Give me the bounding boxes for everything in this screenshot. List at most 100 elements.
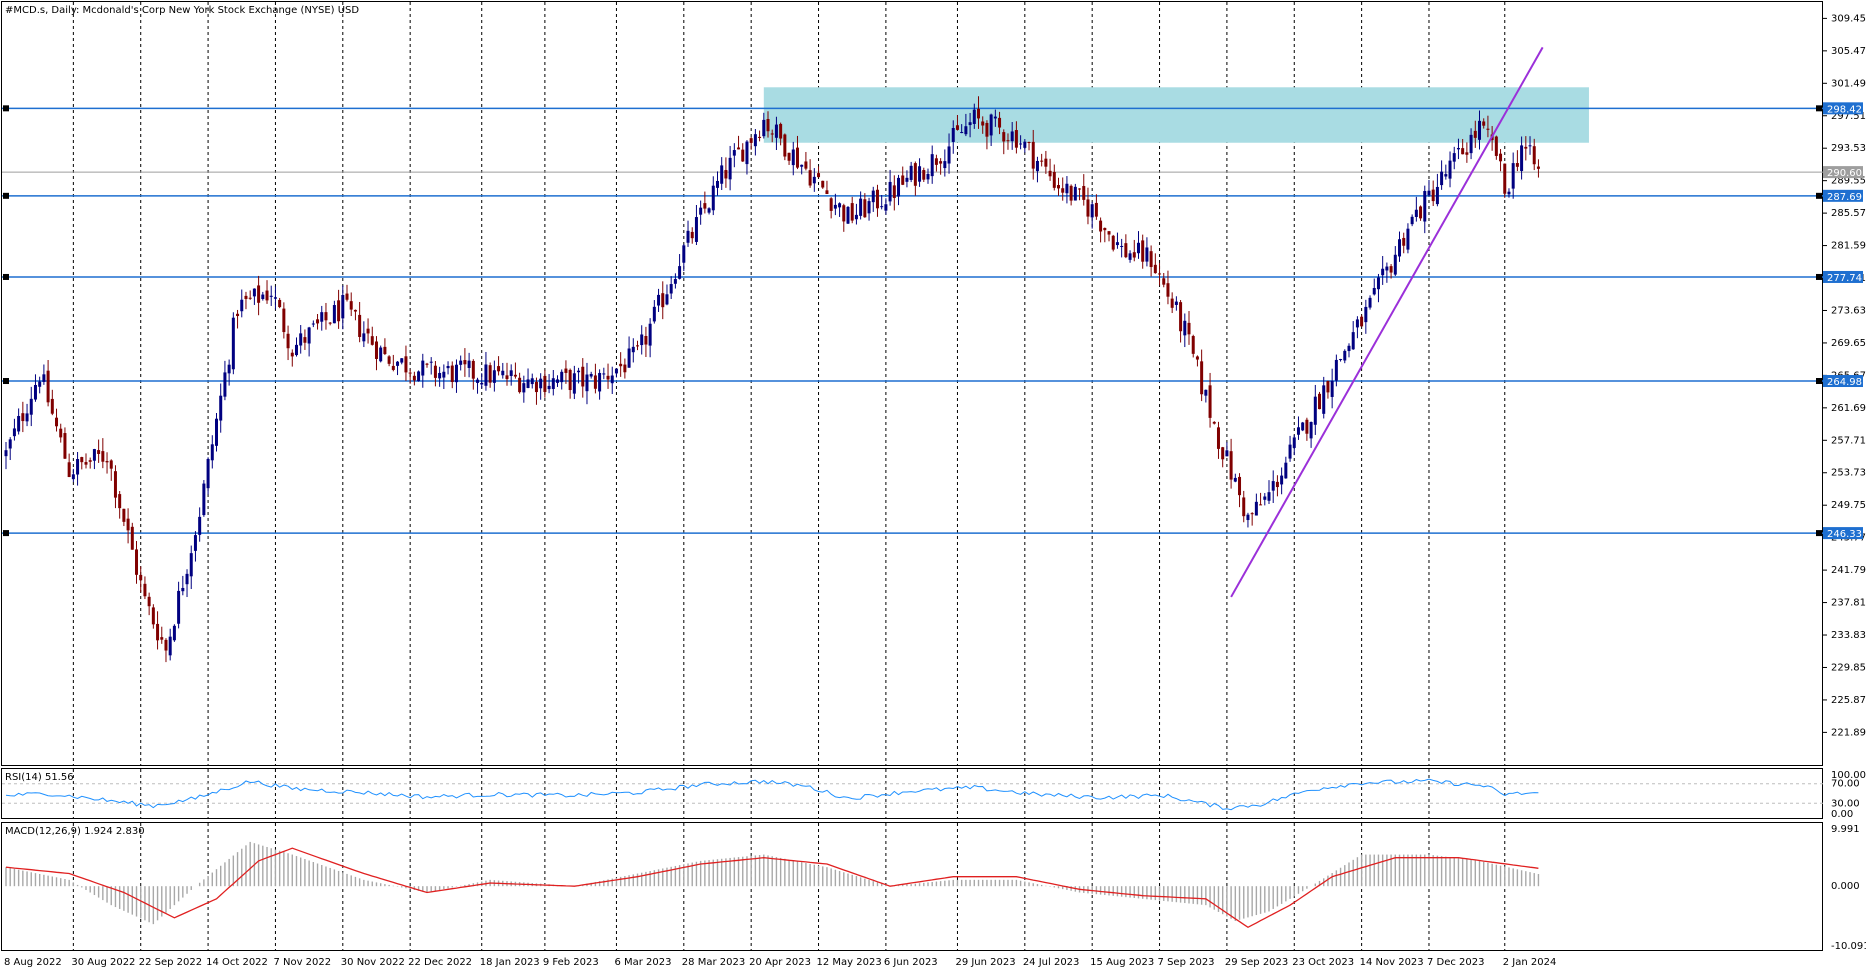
candle-body — [459, 360, 463, 365]
candle-body — [623, 364, 627, 373]
current-price-label: 290.60 — [1827, 168, 1862, 179]
candle-body — [151, 607, 155, 625]
candle-body — [1305, 419, 1309, 434]
candle-body — [1318, 393, 1322, 410]
candle-body — [193, 535, 197, 551]
candle-body — [1296, 427, 1300, 435]
candle-body — [947, 146, 951, 164]
axis-labels: 8 Aug 2022 30 Aug 2022 22 Sep 2022 14 Oct 2… — [4, 13, 1866, 968]
candle-body — [998, 117, 1002, 128]
candle-body — [530, 378, 534, 385]
candle-body — [25, 413, 29, 422]
candle-body — [1528, 145, 1532, 147]
candle-body — [707, 208, 711, 213]
candle-body — [1322, 385, 1326, 414]
candle-body — [1090, 204, 1094, 218]
candle-body — [1254, 501, 1258, 516]
price-tick-label: 305.47 — [1831, 46, 1866, 57]
candle-body — [875, 189, 879, 209]
candle-body — [1351, 332, 1355, 350]
candle-body — [84, 462, 88, 465]
candle-body — [1473, 130, 1477, 138]
x-tick-label: 29 Jun 2023 — [955, 957, 1015, 968]
candle-body — [732, 150, 736, 156]
candle-body — [55, 417, 59, 427]
candle-body — [749, 138, 753, 143]
candle-body — [1099, 220, 1103, 232]
candlestick-series — [4, 96, 1540, 663]
candle-body — [1448, 160, 1452, 179]
candle-body — [273, 297, 277, 299]
candle-body — [505, 375, 509, 380]
candle-body — [934, 158, 938, 165]
macd-tick-label: 9.991 — [1831, 824, 1860, 835]
candle-body — [1376, 277, 1380, 290]
candle-body — [1271, 481, 1275, 491]
candle-body — [240, 299, 244, 312]
candle-body — [598, 372, 602, 392]
candle-body — [846, 206, 850, 224]
candle-body — [669, 284, 673, 294]
candle-body — [859, 198, 863, 216]
level-handle-left — [3, 192, 9, 199]
x-tick-label: 23 Oct 2023 — [1292, 957, 1354, 968]
candle-body — [610, 375, 614, 384]
candle-body — [930, 154, 934, 177]
candle-body — [1414, 209, 1418, 217]
candle-body — [1027, 141, 1031, 143]
macd-signal-line — [5, 847, 1539, 929]
price-tick-label: 237.81 — [1831, 598, 1866, 609]
candle-body — [627, 348, 631, 368]
candle-body — [1503, 163, 1507, 194]
candle-body — [1120, 245, 1124, 247]
candle-body — [185, 573, 189, 585]
candle-body — [1259, 504, 1263, 506]
candle-body — [644, 335, 648, 345]
candle-body — [189, 553, 193, 577]
level-label-bg — [1823, 102, 1863, 115]
candle-body — [833, 204, 837, 209]
candle-body — [1225, 450, 1229, 457]
candle-body — [522, 383, 526, 393]
level-handle-left — [3, 530, 9, 537]
candle-body — [282, 308, 286, 333]
candle-body — [745, 141, 749, 165]
x-tick-label: 9 Feb 2023 — [543, 957, 599, 968]
rsi-tick-label: 0.00 — [1831, 809, 1853, 820]
candle-body — [922, 170, 926, 180]
candle-body — [1174, 301, 1178, 305]
price-tick-label: 241.79 — [1831, 565, 1866, 576]
candle-body — [762, 119, 766, 137]
candle-body — [968, 122, 972, 126]
candle-body — [774, 124, 778, 138]
candle-body — [901, 175, 905, 185]
candle-body — [1162, 278, 1166, 285]
candle-body — [1149, 251, 1153, 268]
candle-body — [358, 314, 362, 337]
price-tick-label: 221.89 — [1831, 727, 1866, 738]
level-label: 287.69 — [1827, 192, 1862, 203]
candle-body — [97, 450, 101, 454]
candle-body — [391, 365, 395, 370]
candle-body — [1427, 190, 1431, 196]
candle-body — [1170, 298, 1174, 308]
candle-body — [1435, 186, 1439, 205]
candle-body — [353, 309, 357, 312]
candle-body — [265, 290, 269, 301]
candle-body — [1082, 186, 1086, 200]
candle-body — [1402, 237, 1406, 246]
candle-body — [551, 378, 555, 389]
candle-body — [619, 363, 623, 367]
candle-body — [1326, 381, 1330, 393]
level-handle-right — [1816, 192, 1822, 199]
candle-body — [838, 203, 842, 208]
candle-body — [1267, 492, 1271, 501]
candle-body — [909, 165, 913, 180]
candle-body — [349, 301, 353, 310]
rsi-tick-label: 70.00 — [1831, 779, 1860, 790]
rsi-panel-frame — [1, 768, 1823, 819]
rsi-line — [5, 778, 1539, 811]
candle-body — [1444, 174, 1448, 177]
candle-body — [1263, 496, 1267, 500]
